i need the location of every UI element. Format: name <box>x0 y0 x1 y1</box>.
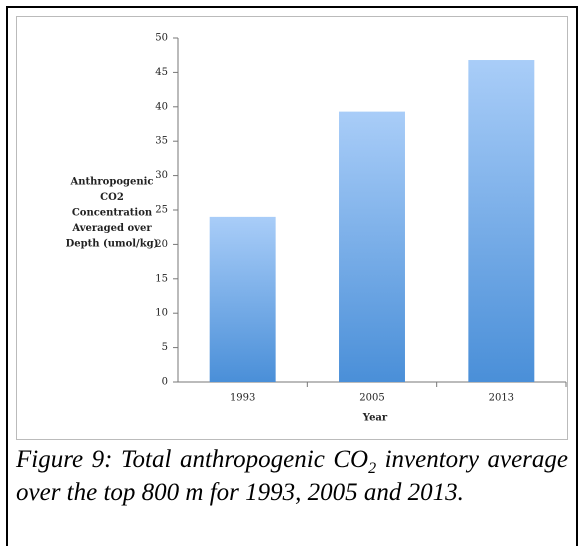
y-axis-label: Concentration <box>72 208 153 219</box>
y-tick-label: 0 <box>162 377 168 388</box>
x-tick-label: 1993 <box>230 393 255 404</box>
y-tick-label: 45 <box>155 67 168 78</box>
bar <box>209 216 276 382</box>
y-axis-label: Anthropogenic <box>69 177 153 188</box>
caption-text: Figure 9: Total anthropogenic CO <box>16 446 369 473</box>
caption-subscript: 2 <box>368 460 377 477</box>
y-tick-label: 10 <box>155 308 168 319</box>
caption: Figure 9: Total anthropogenic CO2 invent… <box>16 443 568 509</box>
y-tick-label: 5 <box>162 342 168 353</box>
x-axis-label: Year <box>362 413 388 424</box>
x-tick-label: 2013 <box>489 393 514 404</box>
y-axis-label: CO2 <box>100 192 124 203</box>
y-tick-label: 40 <box>155 101 168 112</box>
bar <box>468 60 535 383</box>
bar <box>339 111 405 382</box>
y-tick-label: 35 <box>155 136 168 147</box>
frame <box>6 6 578 546</box>
caption-text: inventory average over the top 800 m for… <box>16 446 568 506</box>
y-tick-label: 50 <box>155 33 168 44</box>
y-tick-label: 25 <box>155 205 168 216</box>
x-tick-label: 2005 <box>359 393 384 404</box>
y-tick-label: 15 <box>155 273 168 284</box>
y-axis-label: Depth (umol/kg) <box>66 239 159 250</box>
y-axis-label: Averaged over <box>71 223 152 234</box>
y-tick-label: 20 <box>155 239 168 250</box>
chart: Year 0 5 10 15 20 25 30 35 40 45 50 Anthropogenic CO… <box>16 16 568 440</box>
y-tick-label: 30 <box>155 170 168 181</box>
